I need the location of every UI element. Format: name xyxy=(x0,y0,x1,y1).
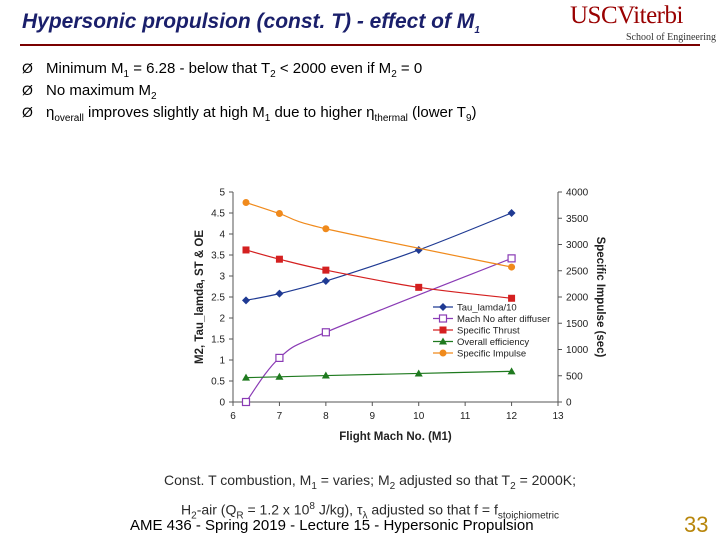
usc-viterbi-logo: USCViterbi School of Engineering xyxy=(570,2,716,44)
legend-label-2: Specific Thrust xyxy=(457,326,520,337)
data-point-series-2 xyxy=(415,283,423,291)
y-tick-label: 0.5 xyxy=(211,377,225,388)
arrow-bullet-icon: Ø xyxy=(22,104,33,120)
y-tick-label: 0 xyxy=(219,398,225,409)
x-tick-label: 6 xyxy=(230,411,236,422)
bullet-list: Ø Minimum M1 = 6.28 - below that T2 < 200… xyxy=(22,58,477,124)
title-underline xyxy=(20,44,700,46)
data-point-series-4 xyxy=(275,210,283,218)
data-point-series-2 xyxy=(508,294,516,302)
x-tick-label: 9 xyxy=(370,411,376,422)
y-tick-label: 4.5 xyxy=(211,209,225,220)
y-tick-label: 3.5 xyxy=(211,251,225,262)
y2-tick-label: 3000 xyxy=(566,240,589,251)
y2-tick-label: 2500 xyxy=(566,266,589,277)
legend-marker-1 xyxy=(438,314,448,323)
y-tick-label: 4 xyxy=(219,230,225,241)
arrow-bullet-icon: Ø xyxy=(22,82,33,98)
data-point-series-4 xyxy=(322,225,330,233)
arrow-bullet-icon: Ø xyxy=(22,60,33,76)
logo-sub-text: School of Engineering xyxy=(626,32,716,43)
y-tick-label: 2.5 xyxy=(211,293,225,304)
y-tick-label: 1.5 xyxy=(211,335,225,346)
data-point-series-4 xyxy=(242,199,250,206)
series-line-0 xyxy=(245,212,512,301)
x-tick-label: 13 xyxy=(552,411,564,422)
data-point-series-0 xyxy=(321,277,330,286)
y-tick-label: 5 xyxy=(219,188,225,199)
y2-tick-label: 4000 xyxy=(566,188,589,199)
y-axis-label: M2, Tau_lamda, ST & OE xyxy=(194,230,206,364)
legend-marker-3 xyxy=(439,337,447,345)
legend-marker-2 xyxy=(439,326,447,334)
data-point-series-3 xyxy=(414,369,423,377)
data-point-series-1 xyxy=(507,254,516,263)
series-line-4 xyxy=(245,201,512,268)
legend-label-0: Tau_lamda/10 xyxy=(457,303,517,314)
data-point-series-0 xyxy=(275,289,284,298)
x-tick-label: 7 xyxy=(277,411,283,422)
data-point-series-1 xyxy=(321,328,330,337)
bullet-item-no-max: Ø No maximum M2 xyxy=(22,82,157,102)
data-point-series-0 xyxy=(507,209,516,217)
y2-tick-label: 500 xyxy=(566,371,583,382)
series-line-3 xyxy=(245,370,512,379)
legend-label-3: Overall efficiency xyxy=(457,337,529,348)
data-point-series-4 xyxy=(508,263,516,271)
data-point-series-3 xyxy=(507,367,516,375)
y-tick-label: 3 xyxy=(219,272,225,283)
footer-text: AME 436 - Spring 2019 - Lecture 15 - Hyp… xyxy=(130,517,534,534)
data-point-series-0 xyxy=(242,296,250,305)
data-point-series-3 xyxy=(242,373,250,381)
x-tick-label: 8 xyxy=(323,411,329,422)
y2-tick-label: 1500 xyxy=(566,319,589,330)
legend-label-1: Mach No after diffuser xyxy=(457,314,550,325)
legend-label-4: Specific Impulse xyxy=(457,349,526,360)
y-tick-label: 1 xyxy=(219,356,225,367)
slide-title: Hypersonic propulsion (const. T) - effec… xyxy=(22,10,480,37)
data-point-series-2 xyxy=(322,266,330,274)
legend-marker-0 xyxy=(439,303,447,311)
data-point-series-3 xyxy=(275,372,284,380)
y2-tick-label: 2000 xyxy=(566,293,589,304)
caption-line-1: Const. T combustion, M1 = varies; M2 adj… xyxy=(163,472,577,492)
data-point-series-1 xyxy=(275,353,284,362)
data-point-series-3 xyxy=(321,371,330,379)
series-line-2 xyxy=(245,249,512,299)
page-number: 33 xyxy=(684,512,709,537)
x-axis-label: Flight Mach No. (M1) xyxy=(339,431,452,443)
logo-main-text: USCViterbi xyxy=(570,2,683,29)
x-tick-label: 10 xyxy=(413,411,425,422)
series-line-1 xyxy=(245,257,512,403)
y2-axis-label: Specific Impulse (sec) xyxy=(594,237,606,358)
legend-marker-4 xyxy=(439,349,447,357)
y2-tick-label: 0 xyxy=(566,398,572,409)
mach-number-chart: 6 7 8 9 10 11 12 1300.511.522.533.544.550500100… xyxy=(194,188,606,444)
bullet-item-min-mach: Ø Minimum M1 = 6.28 - below that T2 < 200… xyxy=(22,60,423,80)
y2-tick-label: 3500 xyxy=(566,214,589,225)
data-point-series-2 xyxy=(275,255,283,263)
y-tick-label: 2 xyxy=(219,314,225,325)
x-tick-label: 11 xyxy=(460,411,471,422)
x-tick-label: 12 xyxy=(506,411,518,422)
caption-line-2: H2-air (QR = 1.2 x 108 J/kg), τλ adjuste… xyxy=(181,500,559,522)
chart-caption: Const. T combustion, M1 = varies; M2 adj… xyxy=(120,470,620,526)
y2-tick-label: 1000 xyxy=(566,345,589,356)
data-point-series-2 xyxy=(242,246,250,254)
data-point-series-1 xyxy=(241,397,251,407)
